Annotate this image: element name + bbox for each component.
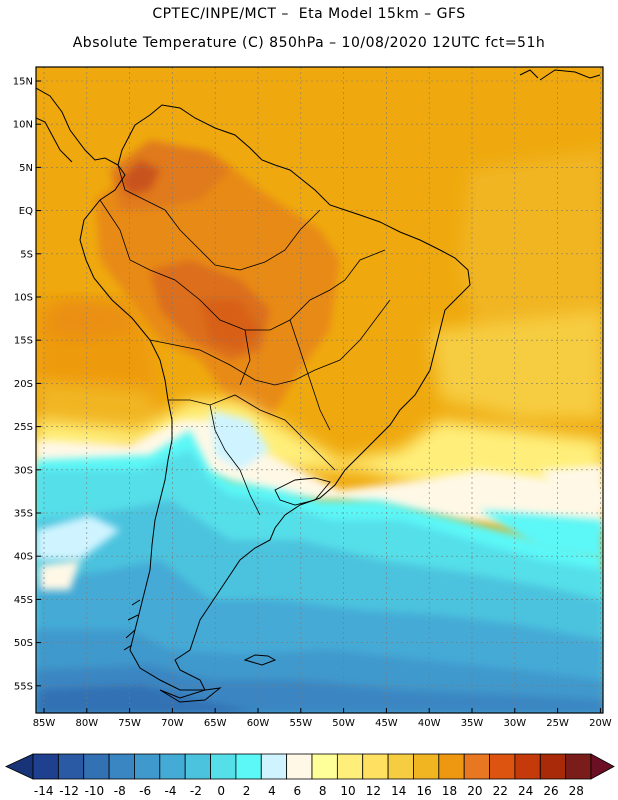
colorbar-swatch xyxy=(489,753,516,780)
latitude-axis: 15N 10N 5N EQ 5S 10S 15S 20S 25S 30S 35S 40S 45S 50S 5… xyxy=(13,77,41,692)
lat-tick-label: 55S xyxy=(14,681,33,692)
colorbar-swatch xyxy=(260,753,288,780)
colorbar-label: 6 xyxy=(293,784,301,798)
lon-tick-label: 75W xyxy=(118,718,141,729)
colorbar-label: 22 xyxy=(493,784,508,798)
lon-tick-label: 35W xyxy=(461,718,484,729)
lon-tick-label: 20W xyxy=(589,718,612,729)
colorbar-swatch xyxy=(311,753,338,780)
colorbar-label: -6 xyxy=(139,784,151,798)
colorbar-label: 8 xyxy=(319,784,327,798)
colorbar-swatch xyxy=(159,753,186,780)
lat-tick-label: 5N xyxy=(19,163,33,174)
colorbar-label: 18 xyxy=(442,784,457,798)
colorbar-label: 10 xyxy=(340,784,355,798)
lon-tick-label: 70W xyxy=(161,718,184,729)
colorbar-swatch xyxy=(184,753,211,780)
colorbar-swatch xyxy=(210,753,237,780)
colorbar-high-arrow xyxy=(590,753,615,780)
colorbar-label: 20 xyxy=(467,784,482,798)
lat-tick-label: 25S xyxy=(14,422,33,433)
lon-tick-label: 50W xyxy=(332,718,355,729)
lon-tick-label: 60W xyxy=(247,718,270,729)
colorbar-label: 16 xyxy=(416,784,431,798)
lon-tick-label: 40W xyxy=(418,718,441,729)
colorbar-label: 28 xyxy=(569,784,584,798)
lat-tick-label: 10N xyxy=(13,120,33,131)
lat-tick-label: 45S xyxy=(14,595,33,606)
colorbar-label: 24 xyxy=(518,784,533,798)
colorbar-swatch xyxy=(108,753,135,780)
lat-tick-label: 15N xyxy=(13,77,33,88)
lon-tick-label: 55W xyxy=(289,718,312,729)
longitude-axis: 85W 80W 75W 70W 65W 60W 55W 50W 45W 40W 35W 30W 25W 2… xyxy=(33,708,612,729)
colorbar-swatch xyxy=(57,753,85,780)
colorbar-label: -8 xyxy=(114,784,126,798)
map-title-line1: CPTEC/INPE/MCT – Eta Model 15km – GFS xyxy=(152,6,466,22)
lat-tick-label: 35S xyxy=(14,509,33,520)
lon-tick-label: 25W xyxy=(546,718,569,729)
colorbar-swatch xyxy=(134,753,161,780)
colorbar-swatch xyxy=(32,753,59,780)
colorbar-swatch xyxy=(286,753,313,780)
colorbar-swatch xyxy=(565,753,592,780)
colorbar-label: -12 xyxy=(59,784,79,798)
colorbar-label: -10 xyxy=(85,784,105,798)
lat-tick-label: 30S xyxy=(14,465,33,476)
lat-tick-label: 50S xyxy=(14,638,33,649)
colorbar-swatch xyxy=(336,753,364,780)
lat-tick-label: 5S xyxy=(20,249,33,260)
colorbar-label: -4 xyxy=(165,784,177,798)
lat-tick-label: EQ xyxy=(19,206,33,217)
lat-tick-label: 20S xyxy=(14,379,33,390)
continent-outline xyxy=(36,69,601,703)
colorbar-swatch xyxy=(438,753,465,780)
lat-tick-label: 15S xyxy=(14,336,33,347)
lat-tick-label: 40S xyxy=(14,552,33,563)
colorbar-label: 26 xyxy=(543,784,558,798)
colorbar-swatch xyxy=(235,753,262,780)
temperature-colorbar: -14 -12 -10 -8 -6 -4 -2 0 2 4 6 8 10 12 14 16 18 20 22 24 26… xyxy=(5,753,615,798)
colorbar-label: 0 xyxy=(217,784,225,798)
map-title-line2: Absolute Temperature (C) 850hPa – 10/08/… xyxy=(72,35,546,51)
colorbar-swatch xyxy=(463,753,490,780)
colorbar-label: 2 xyxy=(243,784,251,798)
colorbar-low-arrow xyxy=(5,753,34,780)
temperature-field xyxy=(36,67,603,713)
plot-frame xyxy=(35,66,604,714)
colorbar-label: -2 xyxy=(190,784,202,798)
colorbar-label: 14 xyxy=(391,784,406,798)
colorbar-swatch xyxy=(514,753,541,780)
lon-tick-label: 85W xyxy=(33,718,56,729)
colorbar-swatch xyxy=(362,753,389,780)
colorbar-label: -14 xyxy=(34,784,54,798)
colorbar-swatch xyxy=(83,753,110,780)
lon-tick-label: 65W xyxy=(204,718,227,729)
lon-tick-label: 80W xyxy=(75,718,98,729)
colorbar-swatch xyxy=(413,753,440,780)
colorbar-label: 4 xyxy=(268,784,276,798)
colorbar-swatch xyxy=(539,753,567,780)
lon-tick-label: 30W xyxy=(503,718,526,729)
lat-tick-label: 10S xyxy=(14,293,33,304)
lon-tick-label: 45W xyxy=(375,718,398,729)
colorbar-label: 12 xyxy=(366,784,381,798)
colorbar-swatch xyxy=(387,753,414,780)
